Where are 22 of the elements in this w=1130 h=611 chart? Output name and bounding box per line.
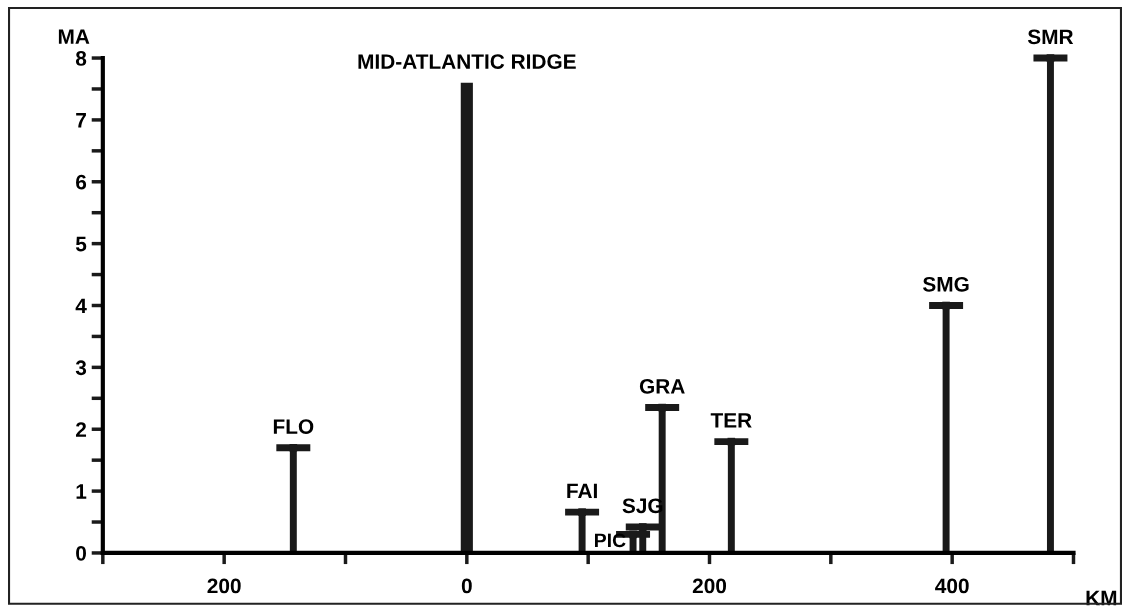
y-tick-label: 3: [75, 360, 87, 376]
y-tick-label: 5: [75, 236, 87, 252]
annotation: SMG: [922, 276, 969, 292]
y-tick-label: 7: [76, 113, 86, 128]
annotation: MID-ATLANTIC RIDGE: [358, 54, 576, 69]
y-tick-label: 8: [75, 51, 87, 66]
y-tick-label: 0: [76, 545, 86, 561]
y-tick-label: 2: [76, 422, 87, 437]
annotation: FLO: [273, 419, 314, 434]
x-tick-label: 0: [461, 578, 472, 594]
y-tick-label: 1: [76, 484, 87, 499]
annotation: PIC: [595, 533, 626, 548]
x-tick-label: 200: [692, 578, 727, 594]
y-axis-title: MA: [58, 29, 90, 44]
x-tick-label: 200: [207, 578, 241, 594]
annotation: FAI: [567, 483, 597, 499]
annotation: GRA: [639, 378, 685, 394]
y-tick-label: 6: [76, 174, 87, 190]
x-tick-label: 400: [935, 578, 969, 594]
y-tick-label: 4: [75, 298, 87, 314]
annotation: SMR: [1027, 29, 1074, 45]
annotation: TER: [710, 413, 752, 428]
